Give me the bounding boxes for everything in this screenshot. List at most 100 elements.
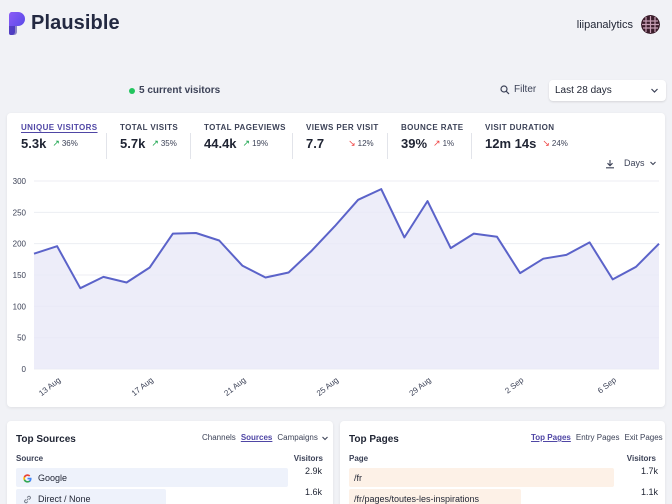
avatar[interactable] [641, 15, 660, 34]
top-pages-card: Top Pages Top Pages Entry Pages Exit Pag… [340, 421, 665, 504]
tab-channels[interactable]: Channels [202, 433, 236, 442]
metric-value: 44.4k [204, 136, 237, 151]
logo[interactable]: Plausible [7, 10, 120, 36]
divider [471, 133, 472, 159]
col-header-visitors: Visitors [626, 454, 656, 463]
y-tick-label: 50 [17, 334, 26, 343]
metric-unique-visitors[interactable]: UNIQUE VISITORS 5.3k ↗ 36% [21, 123, 98, 157]
tab-top-pages[interactable]: Top Pages [531, 433, 571, 442]
page-value: 1.7k [641, 466, 659, 476]
metric-change: ↗ 35% [151, 138, 177, 148]
arrow-up-icon: ↗ [242, 138, 251, 148]
divider [292, 133, 293, 159]
y-tick-label: 200 [13, 240, 27, 249]
tab-exit-pages[interactable]: Exit Pages [624, 433, 663, 442]
y-tick-label: 300 [13, 177, 27, 186]
visitors-chart[interactable]: 0 50 100 150 200 250 300 13 Aug 17 Aug 21 Aug 25 A… [7, 113, 665, 407]
arrow-up-icon: ↗ [52, 138, 60, 148]
list-item[interactable]: Direct / None 1.6k [16, 487, 322, 504]
y-tick-label: 250 [13, 208, 27, 217]
col-header-page: Page [349, 454, 369, 463]
sources-tabs: Channels Sources Campaigns [197, 433, 329, 442]
filter-label: Filter [514, 84, 537, 95]
metric-total-pageviews[interactable]: TOTAL PAGEVIEWS 44.4k ↗ 19% [204, 123, 286, 157]
metric-value: 5.7k [120, 136, 146, 151]
col-header-visitors: Visitors [293, 454, 323, 463]
metric-label: TOTAL PAGEVIEWS [204, 123, 286, 132]
google-icon [23, 473, 32, 483]
app-name: Plausible [31, 11, 120, 34]
main-graph-card: UNIQUE VISITORS 5.3k ↗ 36% TOTAL VISITS 5… [7, 113, 665, 407]
pages-tabs: Top Pages Entry Pages Exit Pages [526, 433, 663, 442]
source-label: Google [38, 473, 68, 483]
tab-campaigns[interactable]: Campaigns [277, 433, 318, 442]
search-icon [500, 84, 510, 94]
metric-label: BOUNCE RATE [401, 123, 464, 132]
bar-fill [16, 489, 166, 504]
link-icon [24, 495, 31, 503]
chevron-down-icon [651, 88, 658, 93]
user-name: liipanalytics [576, 18, 633, 31]
metric-value: 7.7 [306, 136, 325, 151]
plausible-logo-icon [8, 12, 25, 35]
current-visitors-label: 5 current visitors [139, 85, 221, 96]
bar-fill [16, 468, 288, 487]
metric-value: 12m 14s [485, 136, 537, 151]
arrow-up-icon: ↗ [151, 138, 159, 148]
source-value: 1.6k [305, 487, 323, 497]
metric-visit-duration[interactable]: VISIT DURATION 12m 14s ↘ 24% [485, 123, 568, 157]
metric-change: ↗ 1% [433, 138, 455, 148]
bar-fill [349, 468, 614, 487]
metric-change: ↗ 36% [52, 138, 78, 148]
date-range-select[interactable]: Last 28 days [549, 80, 666, 101]
x-tick-label: 6 Sep [596, 375, 618, 395]
metric-label: TOTAL VISITS [120, 123, 179, 132]
tab-entry-pages[interactable]: Entry Pages [575, 433, 620, 442]
metric-change: ↘ 12% [348, 138, 374, 148]
current-visitors[interactable]: 5 current visitors [129, 85, 220, 96]
divider [106, 133, 107, 159]
x-tick-label: 17 Aug [130, 375, 155, 397]
live-dot-icon [129, 87, 135, 94]
top-stats: UNIQUE VISITORS 5.3k ↗ 36% TOTAL VISITS 5… [7, 123, 607, 159]
arrow-down-icon: ↘ [348, 138, 356, 148]
source-value: 2.9k [305, 466, 323, 476]
source-label: Direct / None [38, 494, 91, 504]
interval-select[interactable]: Days [624, 158, 657, 168]
list-item[interactable]: Google 2.9k [16, 466, 322, 487]
filter-button[interactable]: Filter [500, 84, 536, 95]
top-pages-title: Top Pages [349, 434, 399, 445]
metric-views-per-visit[interactable]: VIEWS PER VISIT 7.7 ↘ 12% [306, 123, 379, 157]
list-item[interactable]: /fr/pages/toutes-les-inspirations 1.1k [349, 487, 658, 504]
top-sources-title: Top Sources [16, 434, 76, 445]
series-line [33, 188, 660, 290]
list-item[interactable]: /fr 1.7k [349, 466, 658, 487]
x-tick-label: 2 Sep [503, 375, 525, 395]
interval-label: Days [624, 158, 645, 168]
x-tick-label: 25 Aug [315, 375, 340, 397]
metric-value: 5.3k [21, 136, 47, 151]
y-tick-label: 150 [13, 271, 27, 280]
user-menu[interactable]: liipanalytics [577, 15, 660, 34]
metric-total-visits[interactable]: TOTAL VISITS 5.7k ↗ 35% [120, 123, 178, 157]
y-tick-label: 100 [13, 302, 27, 311]
metric-change: ↗ 19% [242, 138, 269, 148]
series-area [34, 189, 659, 369]
metric-change: ↘ 24% [542, 138, 568, 148]
arrow-down-icon: ↘ [542, 138, 550, 148]
download-icon[interactable] [605, 159, 615, 169]
page-value: 1.1k [641, 487, 659, 497]
page-label: /fr [354, 473, 362, 483]
tab-sources[interactable]: Sources [240, 433, 273, 442]
metric-bounce-rate[interactable]: BOUNCE RATE 39% ↗ 1% [401, 123, 463, 157]
x-tick-label: 21 Aug [222, 375, 247, 397]
chevron-down-icon [649, 161, 656, 166]
divider [387, 133, 388, 159]
metric-value: 39% [401, 136, 428, 151]
date-range-label: Last 28 days [555, 85, 612, 96]
metric-label: VIEWS PER VISIT [306, 123, 379, 132]
bar-fill [349, 489, 522, 504]
top-sources-card: Top Sources Channels Sources Campaigns S… [7, 421, 333, 504]
x-tick-label: 13 Aug [37, 375, 62, 397]
divider [190, 133, 191, 159]
